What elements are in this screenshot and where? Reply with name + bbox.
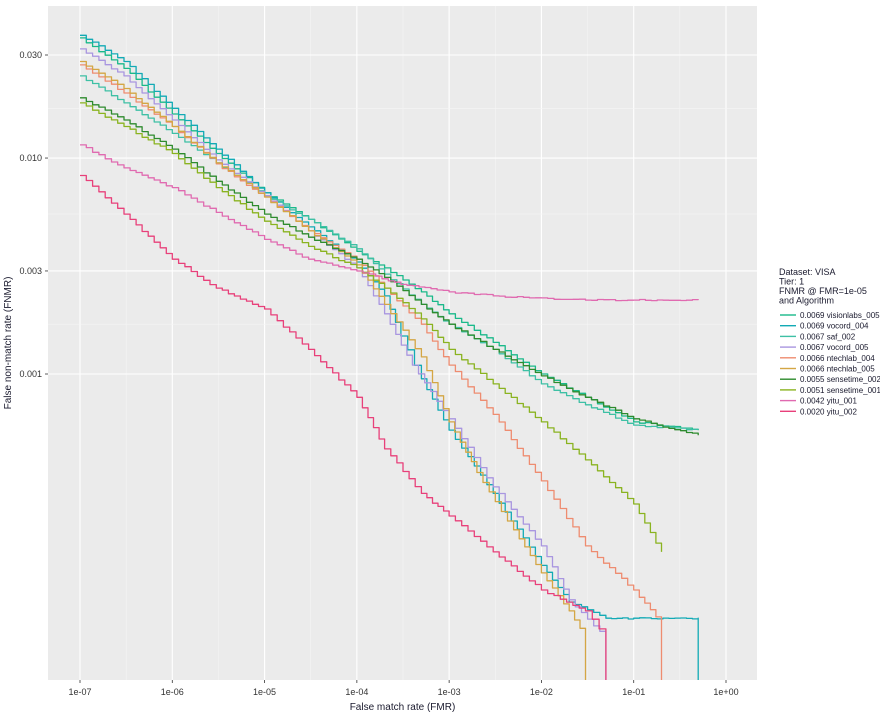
series-line-vocord_004 <box>80 34 699 680</box>
x-tick-label: 1e-07 <box>68 687 91 697</box>
y-tick-label: 0.010 <box>19 153 42 163</box>
legend-title-line: and Algorithm <box>779 296 834 306</box>
x-tick-label: 1e-02 <box>530 687 553 697</box>
legend-label-saf_002: 0.0067 saf_002 <box>800 332 856 341</box>
y-axis-ticks: 0.001 0.003 0.010 0.030 <box>19 50 48 379</box>
legend-title-line: FNMR @ FMR=1e-05 <box>779 286 867 296</box>
y-tick-label: 0.001 <box>19 369 42 379</box>
legend-label-sensetime_001: 0.0051 sensetime_001 <box>800 386 880 395</box>
legend-label-sensetime_002: 0.0055 sensetime_002 <box>800 375 880 384</box>
legend-label-yitu_001: 0.0042 yitu_001 <box>800 397 857 406</box>
legend-label-yitu_002: 0.0020 yitu_002 <box>800 407 857 416</box>
y-axis-title: False non-match rate (FNMR) <box>3 277 14 410</box>
y-tick-label: 0.003 <box>19 266 42 276</box>
series-line-sensetime_001 <box>80 102 663 552</box>
series-lines <box>80 34 699 680</box>
y-tick-label: 0.030 <box>19 50 42 60</box>
legend-title-line: Dataset: VISA <box>779 267 836 277</box>
legend-label-vocord_004: 0.0069 vocord_004 <box>800 322 869 331</box>
x-tick-label: 1e+00 <box>713 687 738 697</box>
legend-label-ntechlab_004: 0.0066 ntechlab_004 <box>800 354 875 363</box>
series-line-sensetime_002 <box>80 97 699 436</box>
legend-label-vocord_005: 0.0067 vocord_005 <box>800 343 869 352</box>
legend-title-line: Tier: 1 <box>779 277 804 287</box>
series-line-vocord_005 <box>80 48 607 680</box>
x-tick-label: 1e-06 <box>161 687 184 697</box>
x-tick-label: 1e-03 <box>438 687 461 697</box>
x-axis-title: False match rate (FMR) <box>350 702 456 713</box>
series-line-yitu_002 <box>80 174 607 680</box>
legend-label-visionlabs_005: 0.0069 visionlabs_005 <box>800 311 880 320</box>
series-line-yitu_001 <box>80 144 699 302</box>
x-tick-label: 1e-05 <box>253 687 276 697</box>
x-tick-label: 1e-01 <box>622 687 645 697</box>
legend-label-ntechlab_005: 0.0066 ntechlab_005 <box>800 365 875 374</box>
x-axis-ticks: 1e-07 1e-06 1e-05 1e-04 1e-03 1e-02 1e-01 1e+00 <box>68 680 739 697</box>
x-tick-label: 1e-04 <box>345 687 368 697</box>
